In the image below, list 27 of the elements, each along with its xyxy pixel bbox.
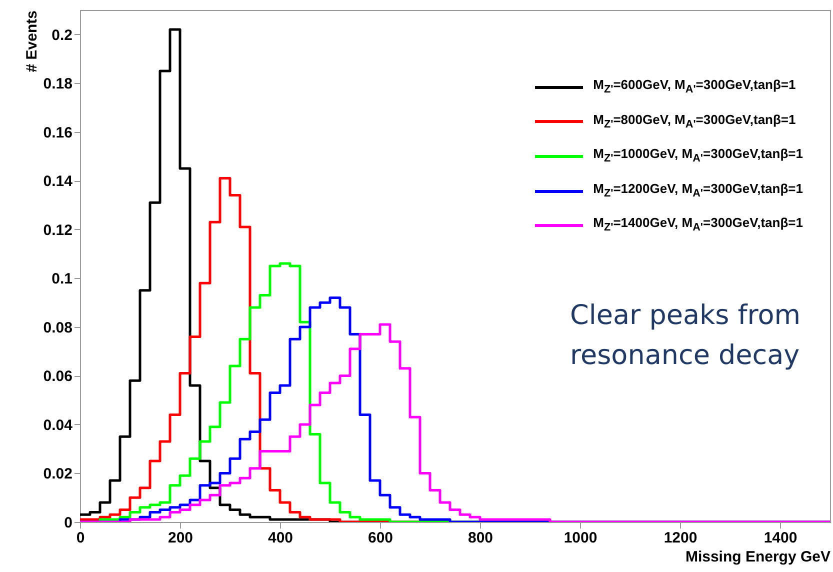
legend-label: M$_{Z'}$=1200GeV, M$_{A'}$=300GeV,tanβ=1 bbox=[593, 180, 803, 202]
x-tick-label: 200 bbox=[168, 530, 194, 546]
x-tick-label: 800 bbox=[468, 530, 494, 546]
y-tick-label: 0.2 bbox=[52, 26, 72, 44]
y-tick-label: 0.12 bbox=[43, 222, 72, 239]
y-tick-label: 0.08 bbox=[43, 319, 72, 336]
y-tick-label: 0.14 bbox=[43, 173, 74, 190]
y-tick-label: 0.04 bbox=[43, 416, 74, 434]
x-tick-label: 0 bbox=[76, 530, 85, 546]
legend-label: M$_{Z'}$=800GeV, M$_{A'}$=300GeV,tanβ=1 bbox=[593, 110, 796, 132]
y-tick-label: 0 bbox=[64, 514, 72, 532]
y-tick-label: 0.06 bbox=[43, 368, 72, 386]
y-axis-title: # Events bbox=[23, 10, 40, 72]
annotation: Clear peaks from resonance decay bbox=[570, 299, 802, 373]
x-tick-label: 1000 bbox=[564, 530, 598, 546]
x-axis-title: Missing Energy GeV bbox=[685, 548, 830, 566]
y-tick-label: 0.02 bbox=[43, 466, 72, 483]
x-tick-label: 1400 bbox=[764, 530, 798, 546]
y-tick-label: 0.1 bbox=[52, 270, 72, 288]
x-tick-label: 400 bbox=[268, 530, 294, 546]
x-tick-label: 600 bbox=[368, 530, 394, 546]
legend-label: M$_{Z'}$=600GeV, M$_{A'}$=300GeV,tanβ=1 bbox=[593, 76, 796, 98]
legend-label: M$_{Z'}$=1000GeV, M$_{A'}$=300GeV,tanβ=1 bbox=[593, 145, 803, 167]
y-tick-label: 0.16 bbox=[43, 124, 72, 142]
y-tick-label: 0.18 bbox=[43, 76, 72, 93]
legend-label: M$_{Z'}$=1400GeV, M$_{A'}$=300GeV,tanβ=1 bbox=[593, 214, 803, 236]
x-tick-label: 1200 bbox=[664, 530, 698, 546]
